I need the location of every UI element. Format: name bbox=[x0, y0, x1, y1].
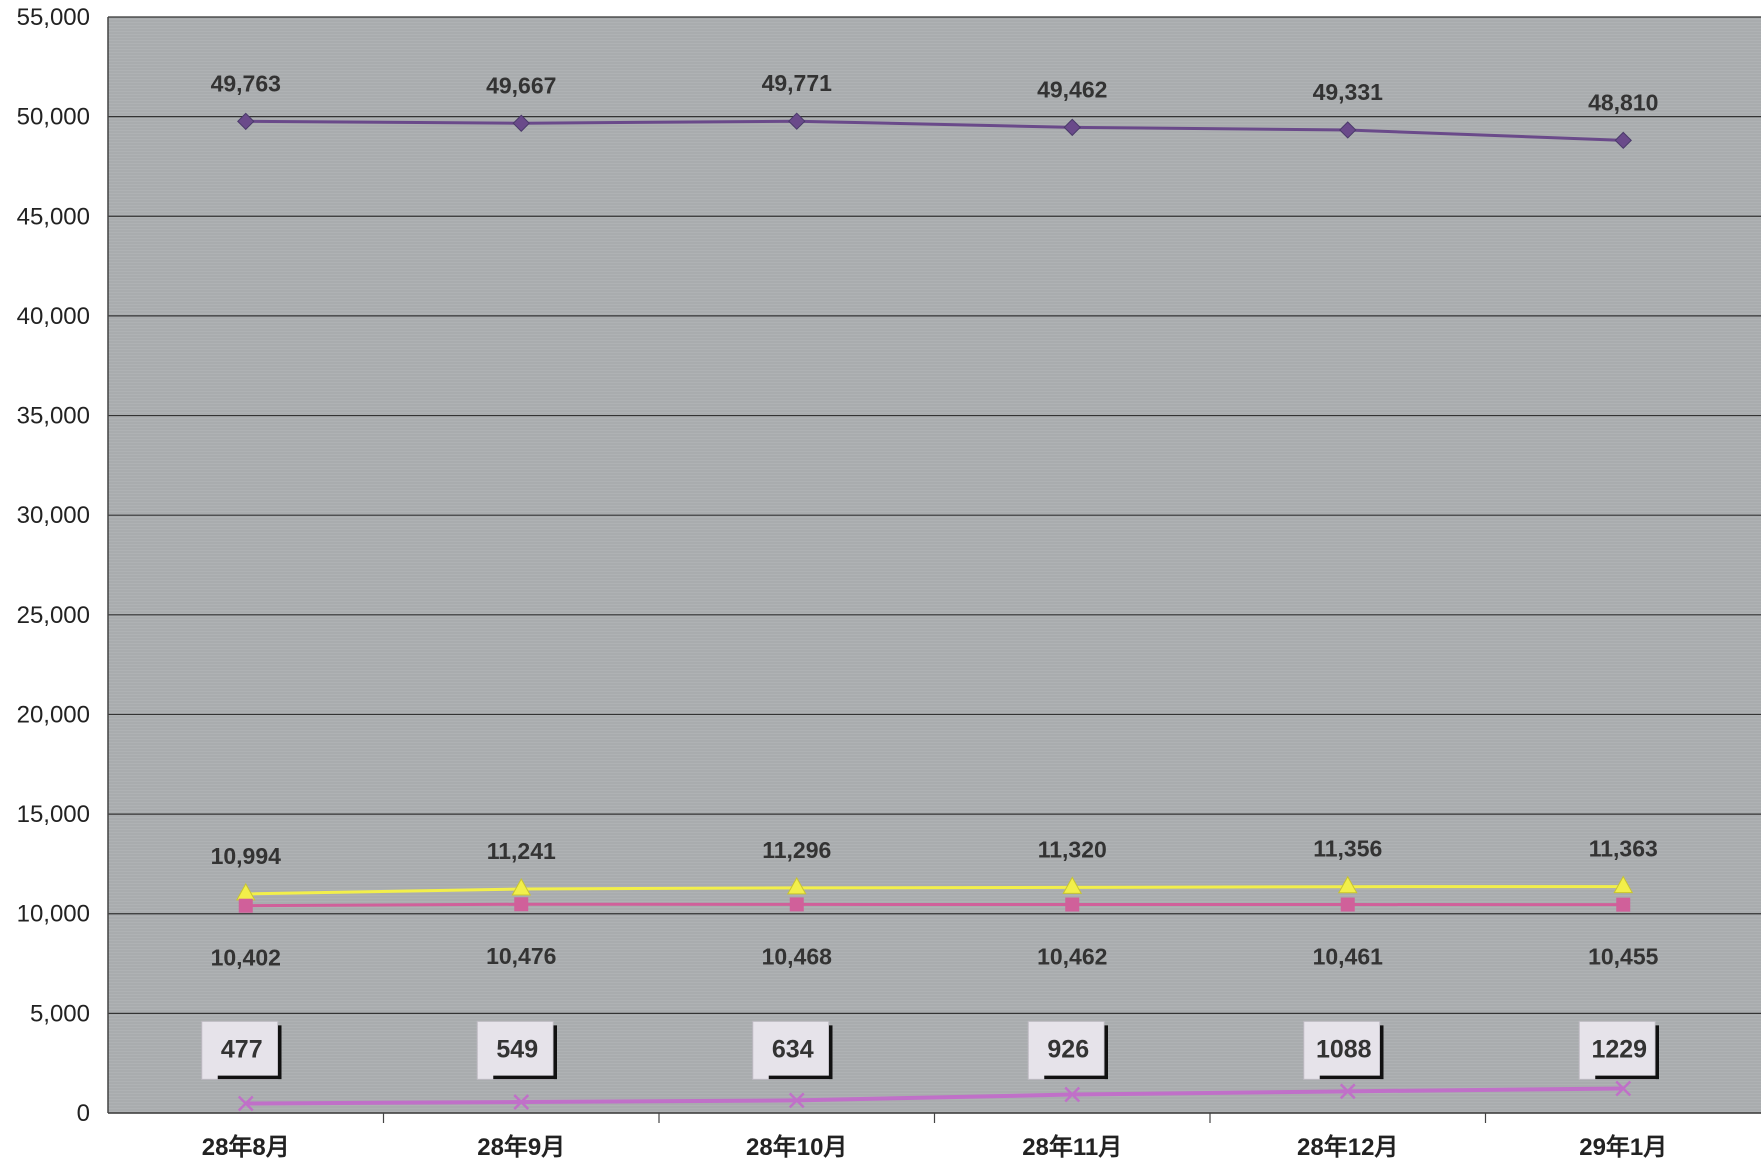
y-tick-label: 45,000 bbox=[17, 203, 90, 230]
y-tick-label: 20,000 bbox=[17, 701, 90, 728]
data-point bbox=[512, 114, 530, 132]
data-label: 10,402 bbox=[211, 945, 281, 971]
y-tick-label: 0 bbox=[77, 1100, 90, 1127]
data-label: 49,763 bbox=[211, 70, 281, 96]
y-tick-label: 55,000 bbox=[17, 4, 90, 31]
data-label: 49,771 bbox=[762, 70, 833, 96]
series-line bbox=[245, 1086, 1624, 1106]
x-tick-label: 28年9月 bbox=[477, 1133, 565, 1161]
data-point bbox=[237, 1095, 254, 1112]
y-tick-label: 40,000 bbox=[17, 303, 90, 330]
data-label: 477 bbox=[221, 1035, 263, 1063]
data-label: 11,320 bbox=[1038, 836, 1107, 862]
data-point bbox=[237, 112, 255, 131]
y-tick-label: 30,000 bbox=[17, 502, 90, 529]
data-point bbox=[1340, 897, 1355, 912]
data-label: 11,296 bbox=[762, 837, 831, 863]
label-box-shadow bbox=[493, 1025, 557, 1080]
data-label: 10,994 bbox=[211, 843, 282, 869]
data-label: 49,667 bbox=[486, 72, 556, 98]
data-label: 49,462 bbox=[1037, 76, 1107, 102]
data-point bbox=[513, 1094, 530, 1110]
data-label: 549 bbox=[496, 1035, 538, 1063]
label-box-bg bbox=[1578, 1020, 1656, 1080]
data-label: 10,461 bbox=[1313, 944, 1384, 970]
x-tick-label: 28年12月 bbox=[1297, 1133, 1398, 1161]
x-tick-label: 28年8月 bbox=[202, 1133, 290, 1161]
data-label: 49,331 bbox=[1313, 79, 1384, 105]
data-point bbox=[1339, 1083, 1356, 1100]
label-box-shadow bbox=[768, 1025, 833, 1080]
x-tick-label: 28年11月 bbox=[1022, 1133, 1122, 1161]
data-label: 10,455 bbox=[1588, 944, 1659, 970]
series-line bbox=[245, 119, 1624, 142]
series-line bbox=[245, 902, 1624, 908]
data-label: 10,468 bbox=[762, 943, 833, 969]
data-label: 634 bbox=[772, 1035, 814, 1063]
data-label: 1088 bbox=[1316, 1035, 1372, 1063]
y-tick-label: 10,000 bbox=[17, 901, 90, 928]
y-tick-label: 25,000 bbox=[17, 602, 90, 629]
data-point bbox=[1062, 876, 1083, 894]
label-box-shadow bbox=[1044, 1025, 1108, 1080]
data-label: 48,810 bbox=[1588, 89, 1658, 115]
data-point bbox=[238, 898, 253, 913]
label-box-bg bbox=[1303, 1020, 1381, 1080]
data-label-box: 1229 bbox=[1578, 1020, 1659, 1080]
data-label: 10,462 bbox=[1037, 944, 1107, 970]
data-label: 11,241 bbox=[487, 838, 556, 864]
data-label-box: 477 bbox=[201, 1020, 282, 1080]
data-point bbox=[1615, 1080, 1632, 1097]
label-box-bg bbox=[201, 1020, 279, 1080]
label-box-bg bbox=[1027, 1020, 1105, 1080]
plot-area bbox=[108, 17, 1761, 1113]
data-point bbox=[1065, 897, 1080, 912]
label-box-shadow bbox=[1595, 1025, 1659, 1080]
data-point bbox=[1614, 131, 1632, 150]
x-tick-label: 29年1月 bbox=[1579, 1133, 1667, 1161]
data-point bbox=[788, 1092, 805, 1109]
label-box-bg bbox=[476, 1020, 554, 1080]
data-point bbox=[789, 897, 804, 912]
data-label: 11,363 bbox=[1589, 836, 1658, 862]
data-point bbox=[1337, 875, 1358, 894]
y-tick-label: 15,000 bbox=[17, 801, 90, 828]
data-label-box: 634 bbox=[752, 1020, 833, 1080]
data-point bbox=[1339, 121, 1357, 139]
data-point bbox=[514, 897, 529, 912]
data-label-box: 1088 bbox=[1303, 1020, 1384, 1080]
series-line bbox=[245, 885, 1624, 896]
data-point bbox=[1616, 897, 1631, 912]
label-box-shadow bbox=[217, 1025, 282, 1080]
label-box-bg bbox=[752, 1020, 830, 1080]
y-tick-label: 50,000 bbox=[17, 104, 90, 131]
data-point bbox=[1613, 875, 1634, 894]
data-label: 11,356 bbox=[1313, 836, 1382, 862]
data-label-box: 926 bbox=[1027, 1020, 1108, 1080]
data-point bbox=[1063, 118, 1081, 137]
data-point bbox=[786, 876, 807, 895]
data-label: 926 bbox=[1047, 1035, 1089, 1063]
data-label-box: 549 bbox=[476, 1020, 557, 1080]
data-label: 1229 bbox=[1591, 1035, 1647, 1063]
x-tick-label: 28年10月 bbox=[746, 1133, 847, 1161]
data-point bbox=[1064, 1086, 1081, 1103]
y-tick-label: 35,000 bbox=[17, 403, 90, 430]
y-tick-label: 5,000 bbox=[30, 1000, 90, 1027]
label-box-shadow bbox=[1319, 1025, 1384, 1080]
data-point bbox=[788, 112, 806, 130]
data-label: 10,476 bbox=[486, 943, 556, 969]
data-point bbox=[511, 877, 532, 896]
